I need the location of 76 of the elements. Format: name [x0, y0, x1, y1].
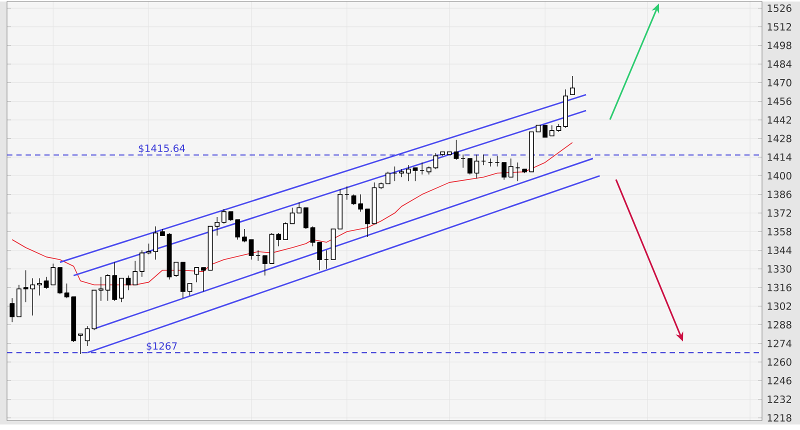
y-tick-label: 1260 — [768, 358, 792, 366]
candlestick — [10, 298, 15, 323]
y-tick-label: 1456 — [768, 98, 792, 106]
candlestick — [358, 194, 364, 212]
y-tick-label: 1498 — [768, 42, 792, 50]
candlestick — [23, 270, 28, 303]
candlestick — [351, 194, 356, 206]
candlestick — [570, 76, 575, 96]
y-tick-label: 1470 — [768, 79, 792, 87]
y-tick-label: 1512 — [768, 23, 792, 31]
candlestick — [542, 125, 548, 138]
candlestick — [112, 262, 118, 302]
y-tick-label: 1484 — [768, 60, 792, 68]
candlestick — [153, 226, 158, 260]
y-tick-label: 1344 — [768, 246, 792, 254]
candlestick — [310, 226, 316, 247]
candlestick — [412, 168, 418, 182]
candlestick — [78, 334, 83, 355]
y-tick-label: 1358 — [768, 228, 792, 236]
candlestick — [174, 262, 179, 278]
y-tick-label: 1288 — [768, 321, 792, 329]
candlestick — [126, 275, 131, 291]
candlestick — [228, 211, 234, 222]
candlestick — [474, 154, 480, 179]
candlestick — [132, 260, 138, 286]
candlestick — [50, 263, 56, 286]
y-tick-label: 1274 — [768, 340, 792, 348]
y-tick-label: 1526 — [768, 4, 792, 12]
candlestick — [84, 326, 90, 347]
candlestick — [30, 278, 36, 316]
line-series — [12, 142, 573, 286]
candlestick — [194, 267, 200, 283]
candlestick — [262, 255, 268, 276]
candlestick — [406, 164, 411, 182]
candlestick — [549, 125, 554, 136]
y-tick-label: 1386 — [768, 190, 792, 198]
y-tick-label: 1414 — [768, 154, 792, 161]
ref-line-label: $1415.64 — [138, 144, 185, 154]
candlestick — [98, 276, 104, 302]
candlestick — [105, 274, 110, 302]
y-tick-label: 1218 — [768, 414, 792, 422]
candlestick — [296, 202, 302, 214]
candlestick — [276, 232, 282, 247]
candlestick — [364, 208, 370, 238]
candlestick — [214, 216, 220, 236]
candlestick — [235, 219, 240, 240]
candlestick — [248, 239, 254, 260]
candlestick — [317, 242, 322, 271]
candlestick — [433, 153, 438, 170]
y-tick-label: 1428 — [768, 134, 792, 142]
candlestick — [187, 283, 192, 296]
y-tick-label: 1302 — [768, 302, 792, 310]
candlestick — [502, 162, 507, 180]
y-tick-label: 1442 — [768, 116, 792, 124]
candlestick — [37, 278, 42, 296]
candlestick — [303, 207, 308, 230]
candlestick — [200, 267, 206, 292]
y-tick-label: 1232 — [768, 396, 792, 404]
ref-line-label: $1267 — [146, 342, 177, 352]
candlestick — [467, 158, 472, 175]
y-tick-label: 1330 — [768, 265, 792, 273]
y-tick-label: 1316 — [768, 284, 792, 292]
candlestick — [221, 208, 226, 224]
candlestick — [385, 172, 390, 184]
candlestick — [140, 250, 144, 278]
candlestick — [119, 278, 124, 303]
candlestick — [282, 222, 288, 240]
candlestick — [508, 158, 514, 178]
candlestick — [454, 140, 459, 160]
candlestick — [44, 276, 49, 290]
candlestick — [146, 243, 152, 255]
candlestick — [242, 228, 247, 243]
candlestick — [290, 208, 295, 224]
y-tick-label: 1246 — [768, 377, 792, 385]
y-tick-label: 1400 — [768, 172, 792, 180]
y-tick-label: 1372 — [768, 209, 792, 217]
